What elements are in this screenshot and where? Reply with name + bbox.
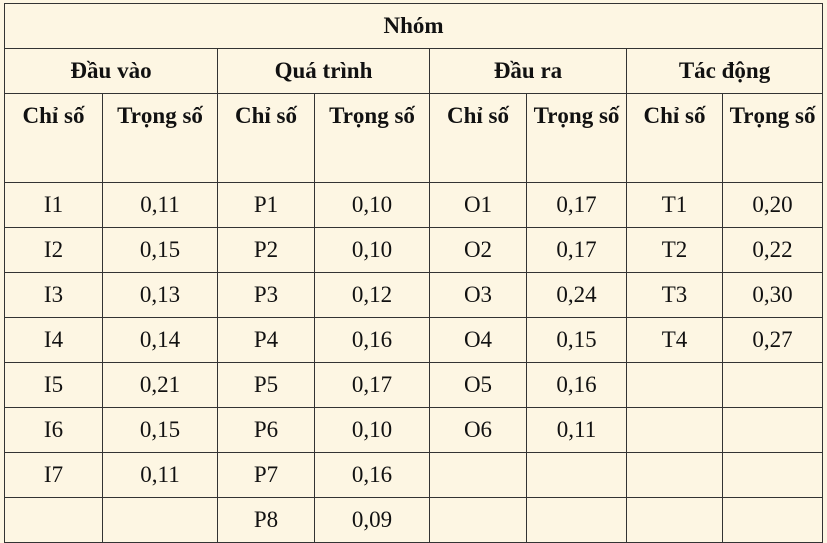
- indicator-code-cell: P1: [217, 182, 315, 228]
- indicator-code-cell: I1: [4, 182, 103, 228]
- column-header-code: Chỉ số: [217, 93, 315, 183]
- indicator-weight-cell: 0,13: [102, 272, 218, 318]
- indicator-code-cell: [429, 497, 527, 543]
- column-header-row: Chỉ số Trọng số Chỉ số Trọng số Chỉ số T…: [4, 93, 824, 183]
- indicator-weight-cell: 0,11: [526, 407, 627, 453]
- indicator-weight-cell: 0,17: [526, 182, 627, 228]
- column-header-weight: Trọng số: [721, 93, 824, 183]
- indicator-code-cell: P8: [217, 497, 315, 543]
- indicator-weight-cell: [526, 452, 627, 498]
- indicator-code-cell: [626, 497, 723, 543]
- group-header-process: Quá trình: [217, 48, 430, 94]
- indicator-weight-cell: [102, 497, 218, 543]
- indicator-code-cell: [626, 362, 723, 408]
- table-row: I3 0,13 P3 0,12 O3 0,24 T3 0,30: [4, 272, 824, 318]
- indicator-code-cell: P4: [217, 317, 315, 363]
- indicator-code-cell: T2: [626, 227, 723, 273]
- indicator-code-cell: O1: [429, 182, 527, 228]
- indicator-weights-table: Nhóm Đầu vào Quá trình Đầu ra Tác động C…: [3, 3, 824, 543]
- indicator-code-cell: I2: [4, 227, 103, 273]
- indicator-weight-cell: 0,16: [526, 362, 627, 408]
- column-header-weight: Trọng số: [102, 93, 218, 183]
- table-row: I4 0,14 P4 0,16 O4 0,15 T4 0,27: [4, 317, 824, 363]
- column-header-weight: Trọng số: [526, 93, 627, 183]
- indicator-weight-cell: 0,11: [102, 182, 218, 228]
- indicator-code-cell: P6: [217, 407, 315, 453]
- indicator-weight-cell: [721, 452, 824, 498]
- indicator-weight-cell: 0,10: [314, 227, 430, 273]
- indicator-weight-cell: 0,30: [721, 272, 824, 318]
- indicator-code-cell: O6: [429, 407, 527, 453]
- indicator-weight-cell: 0,27: [721, 317, 824, 363]
- indicator-weight-cell: 0,15: [102, 227, 218, 273]
- indicator-weight-cell: 0,11: [102, 452, 218, 498]
- column-header-code: Chỉ số: [429, 93, 527, 183]
- indicator-weight-cell: [526, 497, 627, 543]
- indicator-code-cell: [429, 452, 527, 498]
- table-row: I7 0,11 P7 0,16: [4, 452, 824, 498]
- indicator-code-cell: O5: [429, 362, 527, 408]
- group-header-input: Đầu vào: [4, 48, 218, 94]
- indicator-weight-cell: [721, 497, 824, 543]
- table-row: I6 0,15 P6 0,10 O6 0,11: [4, 407, 824, 453]
- indicator-weight-cell: 0,10: [314, 182, 430, 228]
- indicator-code-cell: [626, 407, 723, 453]
- title-row: Nhóm: [3, 3, 824, 49]
- indicator-code-cell: [626, 452, 723, 498]
- table-title: Nhóm: [3, 3, 824, 49]
- indicator-code-cell: I6: [4, 407, 103, 453]
- group-row: Đầu vào Quá trình Đầu ra Tác động: [4, 48, 824, 94]
- table-row: I5 0,21 P5 0,17 O5 0,16: [4, 362, 824, 408]
- indicator-code-cell: [4, 497, 103, 543]
- indicator-weight-cell: 0,21: [102, 362, 218, 408]
- column-header-weight: Trọng số: [314, 93, 430, 183]
- indicator-code-cell: T4: [626, 317, 723, 363]
- group-header-impact: Tác động: [625, 48, 824, 94]
- indicator-code-cell: I4: [4, 317, 103, 363]
- indicator-code-cell: P3: [217, 272, 315, 318]
- indicator-weight-cell: 0,14: [102, 317, 218, 363]
- indicator-code-cell: T3: [626, 272, 723, 318]
- indicator-code-cell: T1: [626, 182, 723, 228]
- indicator-code-cell: O2: [429, 227, 527, 273]
- indicator-weight-cell: 0,10: [314, 407, 430, 453]
- indicator-code-cell: O3: [429, 272, 527, 318]
- indicator-code-cell: I5: [4, 362, 103, 408]
- column-header-code: Chỉ số: [4, 93, 103, 183]
- column-header-code: Chỉ số: [626, 93, 723, 183]
- indicator-code-cell: P7: [217, 452, 315, 498]
- indicator-weight-cell: 0,16: [314, 452, 430, 498]
- indicator-weight-cell: 0,15: [526, 317, 627, 363]
- indicator-code-cell: I3: [4, 272, 103, 318]
- table-row: P8 0,09: [4, 497, 824, 543]
- indicator-weight-cell: 0,16: [314, 317, 430, 363]
- table-row: I2 0,15 P2 0,10 O2 0,17 T2 0,22: [4, 227, 824, 273]
- indicator-weight-cell: 0,22: [721, 227, 824, 273]
- indicator-weight-cell: 0,17: [526, 227, 627, 273]
- indicator-weight-cell: 0,15: [102, 407, 218, 453]
- indicator-code-cell: P2: [217, 227, 315, 273]
- indicator-weight-cell: [721, 362, 824, 408]
- indicator-weight-cell: 0,17: [314, 362, 430, 408]
- indicator-code-cell: O4: [429, 317, 527, 363]
- indicator-weight-cell: 0,24: [526, 272, 627, 318]
- table-row: I1 0,11 P1 0,10 O1 0,17 T1 0,20: [4, 182, 824, 228]
- indicator-code-cell: P5: [217, 362, 315, 408]
- indicator-weight-cell: [721, 407, 824, 453]
- indicator-weight-cell: 0,12: [314, 272, 430, 318]
- indicator-weight-cell: 0,09: [314, 497, 430, 543]
- indicator-weight-cell: 0,20: [721, 182, 824, 228]
- indicator-code-cell: I7: [4, 452, 103, 498]
- group-header-output: Đầu ra: [429, 48, 627, 94]
